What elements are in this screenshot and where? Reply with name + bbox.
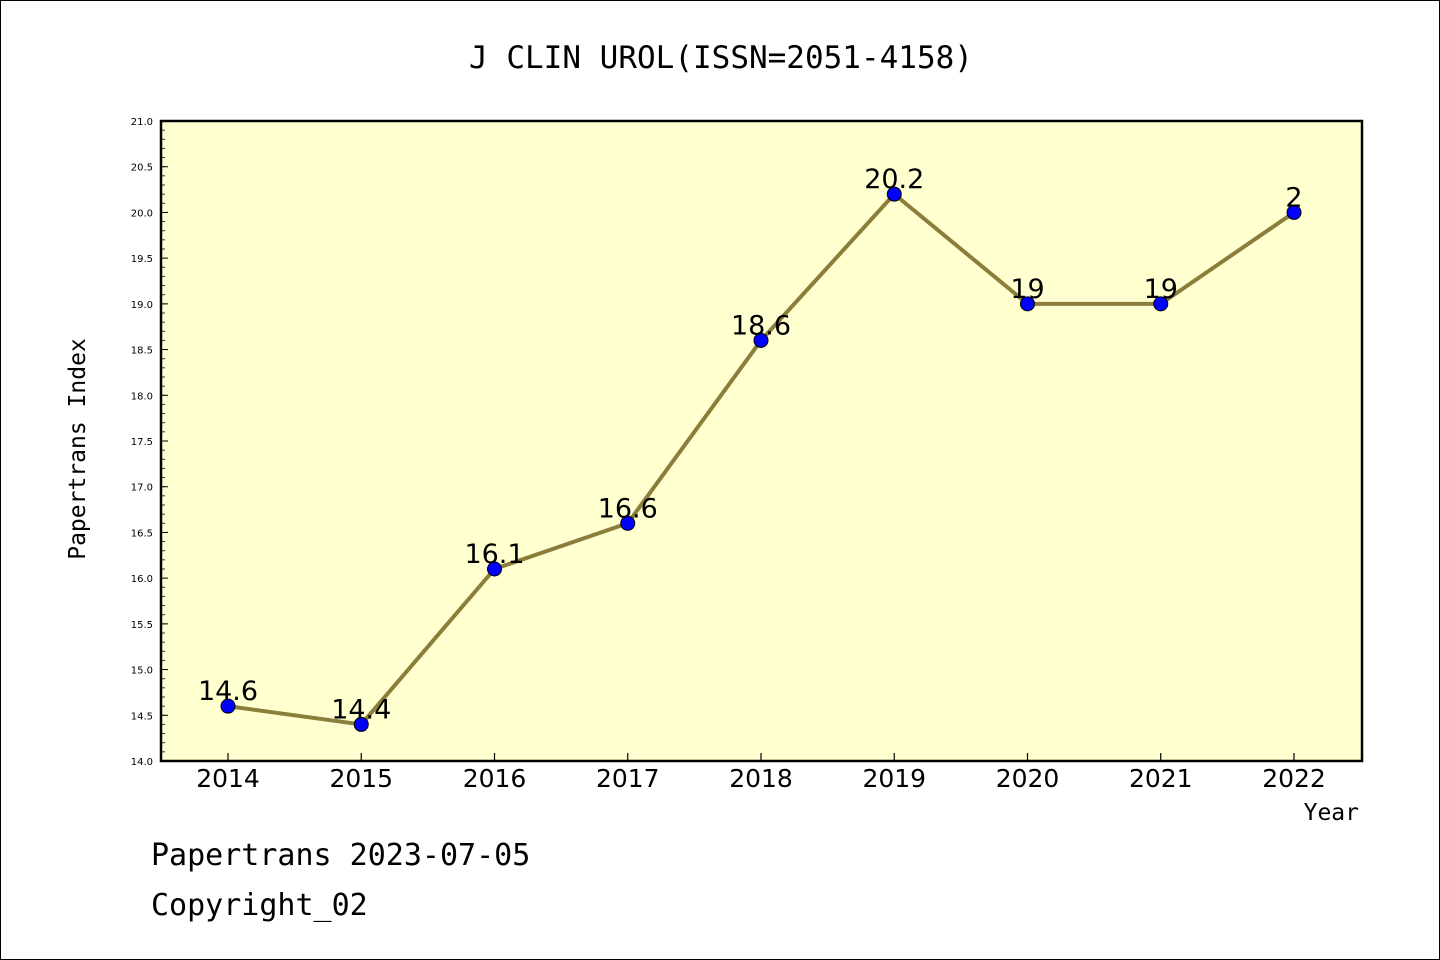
data-point: [886, 186, 902, 202]
y-tick-label: 20.0: [131, 208, 153, 219]
series-line-group: 14.6 14.4 16.1 16.6 18.6 20.2 19 19 2: [198, 164, 1303, 732]
y-tick-label: 16.5: [131, 528, 153, 539]
data-point: [1153, 296, 1169, 312]
data-label: 14.4: [331, 694, 391, 725]
y-tick-label: 17.0: [131, 483, 153, 494]
y-tick-label: 19.0: [131, 300, 153, 311]
x-tick-label: 2020: [996, 764, 1060, 793]
x-tick-label: 2021: [1129, 764, 1193, 793]
data-point: [353, 716, 369, 732]
y-axis-label: Papertrans Index: [65, 338, 91, 560]
data-label: 14.6: [198, 676, 258, 707]
x-tick-label: 2014: [196, 764, 260, 793]
data-label: 18.6: [731, 310, 791, 341]
y-tick-label: 16.0: [131, 574, 153, 585]
x-tick-label: 2017: [596, 764, 660, 793]
data-label: 16.6: [598, 493, 658, 524]
x-tick-label: 2018: [729, 764, 793, 793]
data-label: 19: [1010, 274, 1044, 305]
y-tick-label: 15.0: [131, 666, 153, 677]
data-point: [487, 561, 502, 577]
data-label: 16.1: [464, 539, 524, 570]
x-tick-label: 2015: [329, 764, 393, 793]
footer-copyright: Copyright_02: [151, 888, 368, 923]
data-point: [753, 332, 769, 348]
y-tick-label: 17.5: [131, 437, 153, 448]
y-tick-label: 18.5: [131, 346, 153, 357]
data-label: 19: [1144, 274, 1178, 305]
data-point: [1286, 204, 1302, 220]
y-tick-label: 14.0: [131, 757, 153, 768]
y-tick-label: 20.5: [131, 163, 153, 174]
data-label: 20.2: [864, 164, 924, 195]
x-tick-label: 2022: [1262, 764, 1326, 793]
y-tick-label: 18.0: [131, 391, 153, 402]
data-point: [1020, 296, 1035, 312]
y-tick-label: 14.5: [131, 711, 153, 722]
data-point: [620, 515, 636, 531]
x-tick-label: 2019: [862, 764, 926, 793]
footer-date: Papertrans 2023-07-05: [151, 838, 530, 873]
y-axis: 14.0 14.5 15.0 15.5 16.0 16.5 17.0 17.5 18.0 18.5…: [131, 117, 168, 768]
x-tick-label: 2016: [463, 764, 527, 793]
plot-area: [159, 119, 1364, 763]
y-tick-label: 19.5: [131, 254, 153, 265]
y-tick-label: 15.5: [131, 620, 153, 631]
y-tick-label: 21.0: [131, 117, 153, 128]
chart-title: J CLIN UROL(ISSN=2051-4158): [469, 40, 973, 76]
x-axis-label: Year: [1304, 800, 1359, 826]
data-point: [220, 698, 236, 714]
data-label: 2: [1285, 182, 1302, 213]
x-axis: 2014 2015 2016 2017 2018 2019 2020 2021 2022: [196, 753, 1326, 793]
